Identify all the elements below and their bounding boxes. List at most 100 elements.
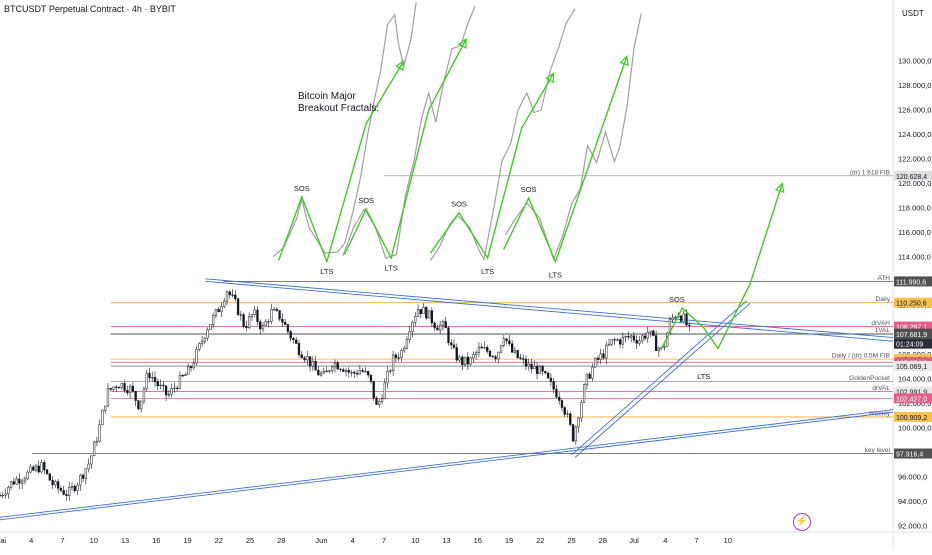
- candle-body: [364, 371, 367, 373]
- candle-body: [164, 385, 168, 396]
- candle-body: [131, 385, 135, 392]
- annotation-line-2: Breakout Fractals:: [298, 103, 379, 114]
- candle-body: [231, 294, 234, 296]
- candle-body: [386, 371, 389, 384]
- price-tag: [894, 338, 932, 349]
- candle-body: [632, 335, 636, 341]
- candle-body: [486, 347, 489, 352]
- candle-body: [26, 471, 29, 480]
- candle-body: [441, 321, 445, 326]
- candle-body: [355, 373, 359, 375]
- y-tick-label: 102.000,0: [898, 399, 931, 408]
- candle-body: [627, 335, 630, 338]
- candle-body: [173, 387, 176, 389]
- price-tag: [894, 448, 932, 459]
- candle-body: [480, 346, 483, 349]
- price-tag: [894, 170, 932, 181]
- candle-body: [170, 388, 173, 395]
- candle-body: [679, 315, 683, 322]
- candle-body: [126, 390, 129, 394]
- candle-body: [380, 398, 384, 402]
- candle-body: [128, 385, 132, 394]
- candle-body: [317, 369, 320, 376]
- trendline: [205, 280, 894, 342]
- candle-body: [571, 424, 575, 442]
- x-tick-label: 22: [215, 536, 223, 545]
- price-tag-text: 102.991,9: [896, 389, 927, 396]
- x-tick-label: 16: [152, 536, 160, 545]
- annotation-line-1: Bitcoin Major: [298, 91, 356, 102]
- fractal-price-line: [342, 5, 476, 259]
- candle-body: [259, 321, 262, 330]
- candle-body: [153, 377, 157, 382]
- candle-body: [353, 371, 356, 374]
- candle-body: [236, 298, 240, 316]
- candle-body: [546, 372, 550, 379]
- candle-body: [209, 324, 212, 331]
- candle-body: [427, 310, 431, 319]
- candle-body: [43, 462, 46, 471]
- y-tick-label: 130.000,0: [898, 57, 931, 66]
- candle-body: [580, 402, 583, 419]
- candle-body: [624, 335, 627, 338]
- candle-body: [200, 340, 204, 344]
- x-tick-label: 19: [183, 536, 191, 545]
- level-label: Daily: [876, 296, 891, 303]
- candle-body: [234, 294, 237, 300]
- y-tick-label: 118.000,0: [898, 203, 931, 212]
- candle-body: [178, 375, 182, 389]
- candle-body: [630, 335, 633, 338]
- fractal-green-path: [277, 60, 405, 264]
- candle-body: [477, 346, 481, 353]
- candle-body: [23, 478, 27, 482]
- candle-body: [167, 394, 171, 396]
- candle-body: [104, 405, 107, 411]
- candle-body: [18, 478, 21, 484]
- y-tick-label: 124.000,0: [898, 130, 931, 139]
- fractal-green-path: [429, 73, 555, 260]
- candle-body: [272, 309, 276, 311]
- price-tag: [894, 321, 932, 332]
- candle-body: [483, 347, 486, 349]
- candle-body: [472, 354, 475, 359]
- lightning-bolt-icon[interactable]: ⚡: [793, 513, 811, 531]
- x-tick-label: Jun: [315, 536, 327, 545]
- candle-body: [40, 462, 43, 473]
- price-tag-text: 01:24:09: [896, 342, 923, 349]
- candle-body: [253, 309, 256, 315]
- arrow-head: [619, 54, 629, 67]
- candle-body: [414, 316, 417, 323]
- candle-body: [585, 373, 589, 385]
- y-tick-label: 122.000,0: [898, 154, 931, 163]
- y-tick-label: 126.000,0: [898, 106, 931, 115]
- trendline: [571, 300, 747, 456]
- candle-body: [214, 309, 218, 316]
- candle-body: [311, 361, 314, 367]
- price-tag-text: 102.427,0: [896, 396, 927, 403]
- candle-body: [508, 340, 511, 345]
- x-tick-label: 10: [90, 536, 98, 545]
- price-tag: [894, 361, 932, 372]
- level-label: 1VAL: [875, 327, 891, 334]
- level-label: drVAL: [872, 385, 890, 392]
- trendline: [205, 278, 894, 338]
- candle-body: [283, 321, 287, 325]
- candle-body: [391, 354, 395, 371]
- candle-body: [242, 314, 245, 327]
- candle-body: [638, 340, 641, 344]
- pattern-label: LTS: [320, 267, 333, 276]
- price-tag-text: 110.250,6: [896, 301, 927, 308]
- candle-body: [549, 377, 553, 382]
- x-tick-label: 4: [351, 536, 355, 545]
- candle-body: [303, 357, 306, 361]
- candle-body: [34, 465, 38, 471]
- candle-body: [48, 473, 51, 481]
- pattern-label: LTS: [697, 372, 710, 381]
- candle-body: [189, 366, 193, 369]
- candle-body: [344, 370, 348, 372]
- candle-body: [261, 325, 265, 330]
- candle-body: [474, 352, 478, 355]
- candle-body: [422, 306, 425, 315]
- candle-body: [439, 324, 442, 331]
